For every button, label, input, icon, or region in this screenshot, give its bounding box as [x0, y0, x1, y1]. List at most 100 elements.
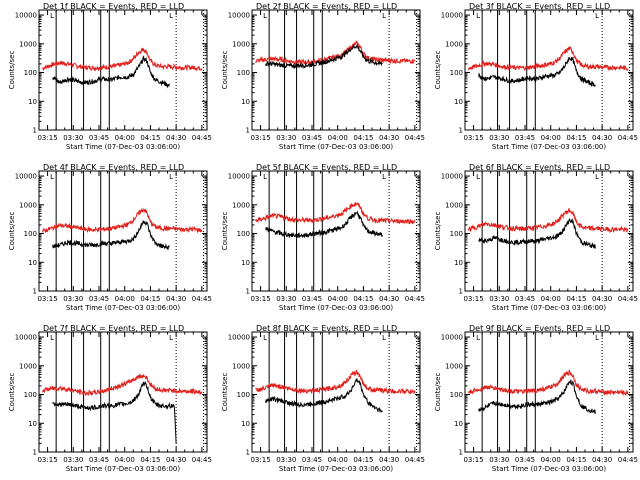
x-tick-label: 04:00 [541, 456, 561, 464]
x-tick-label: 04:30 [379, 295, 399, 303]
x-tick-label: 03:30 [489, 456, 509, 464]
x-tick-label: 04:15 [140, 134, 160, 142]
y-tick-label: 10000 [15, 173, 37, 181]
y-tick-label: 1 [33, 127, 37, 135]
y-axis-label: Counts/sec [434, 212, 442, 251]
y-tick-label: 10 [454, 420, 463, 428]
x-tick-label: 03:45 [302, 134, 322, 142]
x-tick-label: 04:15 [566, 134, 586, 142]
marker-label: L [50, 173, 54, 181]
x-tick-label: 04:45 [405, 295, 425, 303]
panel-title: Det 9f BLACK = Events, RED = LLD [469, 324, 610, 333]
x-tick-label: 03:45 [89, 456, 109, 464]
x-tick-label: 04:30 [166, 295, 186, 303]
x-tick-label: 03:30 [63, 134, 83, 142]
panel-title: Det 1f BLACK = Events, RED = LLD [43, 2, 184, 11]
x-tick-label: 03:30 [276, 134, 296, 142]
y-tick-label: 100 [237, 391, 250, 399]
y-tick-label: 100 [450, 391, 463, 399]
marker-label: L [263, 334, 267, 342]
plot-frame [464, 9, 634, 131]
x-tick-label: 03:45 [89, 295, 109, 303]
y-tick-label: 1 [459, 288, 463, 296]
y-axis-label: Counts/sec [434, 51, 442, 90]
series-line-lld [467, 208, 629, 234]
x-tick-label: 04:30 [166, 456, 186, 464]
x-tick-label: 04:00 [541, 295, 561, 303]
x-tick-label: 03:15 [463, 456, 483, 464]
marker-label: L [263, 12, 267, 20]
series-line-lld [255, 40, 416, 66]
marker-label: L [382, 12, 386, 20]
marker-label: L [476, 173, 480, 181]
y-tick-label: 1 [246, 449, 250, 457]
y-axis-label: Counts/sec [8, 373, 16, 412]
x-axis-label: Start Time (07-Dec-03 03:06:00) [492, 465, 606, 473]
plot-frame [38, 331, 208, 453]
x-axis-label: Start Time (07-Dec-03 03:06:00) [492, 304, 606, 312]
series-line-events [265, 378, 383, 413]
x-tick-label: 04:45 [405, 456, 425, 464]
panel-title: Det 8f BLACK = Events, RED = LLD [256, 324, 397, 333]
plot-frame [38, 9, 208, 131]
x-tick-label: 04:30 [592, 134, 612, 142]
y-tick-label: 100 [450, 230, 463, 238]
marker-label: L [169, 334, 173, 342]
x-tick-label: 04:45 [618, 134, 638, 142]
series-line-lld [254, 202, 416, 225]
x-tick-label: 03:30 [489, 134, 509, 142]
marker-label: L [50, 12, 54, 20]
y-tick-label: 1000 [445, 201, 463, 209]
x-tick-label: 03:30 [63, 295, 83, 303]
y-tick-label: 1000 [232, 362, 250, 370]
x-tick-label: 04:00 [115, 295, 135, 303]
x-tick-label: 04:45 [618, 295, 638, 303]
marker-label: L [476, 12, 480, 20]
x-tick-label: 03:15 [463, 295, 483, 303]
series-line-lld [41, 207, 203, 234]
x-tick-label: 04:45 [192, 134, 212, 142]
x-axis-label: Start Time (07-Dec-03 03:06:00) [66, 304, 180, 312]
x-tick-label: 04:00 [541, 134, 561, 142]
y-tick-label: 10000 [441, 173, 463, 181]
x-tick-label: 04:00 [115, 456, 135, 464]
x-tick-label: 03:45 [515, 456, 535, 464]
y-tick-label: 1 [33, 288, 37, 296]
y-axis-label: Counts/sec [8, 212, 16, 251]
y-tick-label: 10000 [228, 334, 250, 342]
marker-label: L [50, 334, 54, 342]
series-line-events [478, 56, 596, 87]
y-tick-label: 10 [28, 259, 37, 267]
y-tick-label: 1000 [445, 40, 463, 48]
y-axis-label: Counts/sec [221, 51, 229, 90]
y-tick-label: 100 [24, 391, 37, 399]
y-tick-label: 10 [28, 420, 37, 428]
series-line-lld [41, 373, 203, 397]
panel-title: Det 6f BLACK = Events, RED = LLD [469, 163, 610, 172]
x-tick-label: 04:45 [618, 456, 638, 464]
x-tick-label: 04:00 [328, 456, 348, 464]
y-tick-label: 1000 [19, 201, 37, 209]
series-line-lld [467, 369, 629, 397]
y-tick-label: 10 [241, 259, 250, 267]
marker-label: L [595, 173, 599, 181]
marker-label: L [382, 334, 386, 342]
panel-title: Det 4f BLACK = Events, RED = LLD [43, 163, 184, 172]
x-tick-label: 04:45 [192, 456, 212, 464]
y-axis-label: Counts/sec [8, 51, 16, 90]
y-tick-label: 1000 [232, 201, 250, 209]
y-tick-label: 1 [246, 127, 250, 135]
x-tick-label: 04:00 [115, 134, 135, 142]
x-tick-label: 03:30 [63, 456, 83, 464]
x-tick-label: 03:45 [302, 295, 322, 303]
x-tick-label: 04:15 [353, 456, 373, 464]
x-tick-label: 04:15 [566, 456, 586, 464]
y-tick-label: 10000 [441, 334, 463, 342]
